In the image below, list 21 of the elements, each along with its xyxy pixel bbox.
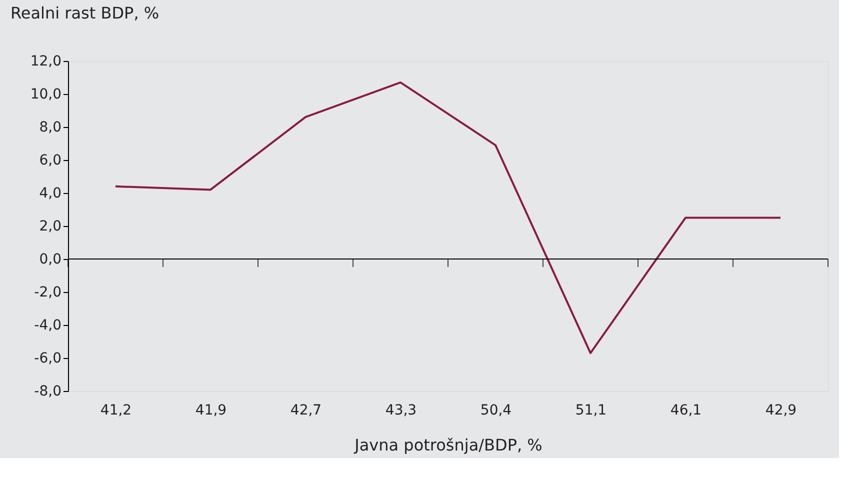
y-axis-title: Realni rast BDP, %	[10, 4, 160, 22]
y-tick-label: 10,0	[30, 86, 62, 102]
x-tick-label: 42,7	[290, 402, 322, 418]
y-tick-label: 0,0	[39, 252, 62, 268]
x-tick-label: 42,9	[765, 402, 797, 418]
x-tick-label: 43,3	[385, 402, 417, 418]
x-tick-label: 46,1	[670, 402, 702, 418]
y-tick-label: -8,0	[34, 384, 62, 400]
y-tick-label: -4,0	[34, 318, 62, 334]
y-tick-label: 6,0	[39, 152, 62, 168]
y-tick-label: 2,0	[39, 218, 62, 234]
y-tick-label: 12,0	[30, 54, 62, 70]
y-tick-label: -6,0	[34, 350, 62, 366]
x-tick-label: 50,4	[480, 402, 512, 418]
y-tick-label: -2,0	[34, 284, 62, 300]
x-axis-title: Javna potrošnja/BDP, %	[354, 436, 542, 454]
y-tick-label: 4,0	[39, 186, 62, 202]
x-tick-label: 41,9	[195, 402, 227, 418]
x-tick-label: 51,1	[575, 402, 607, 418]
y-tick-label: 8,0	[39, 120, 62, 136]
x-tick-label: 41,2	[100, 402, 132, 418]
